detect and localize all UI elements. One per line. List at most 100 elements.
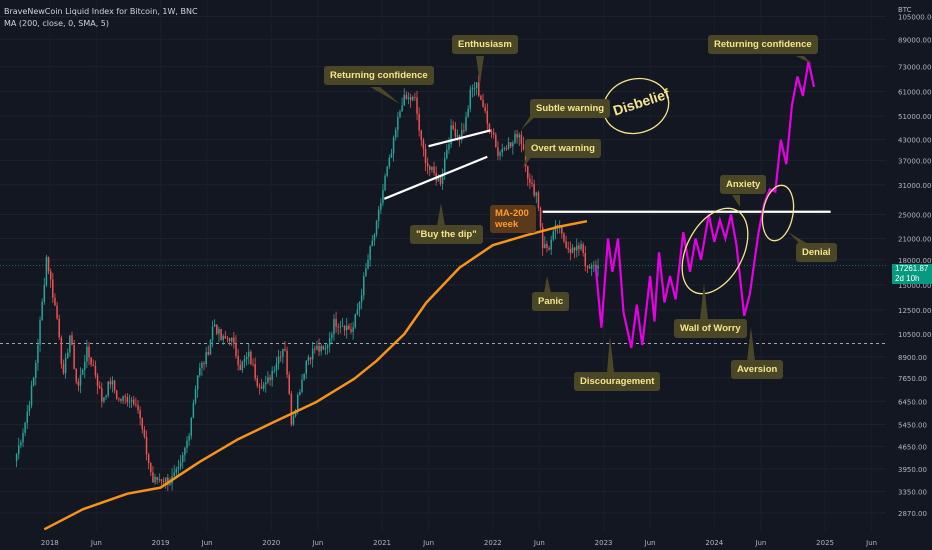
candle-body <box>103 397 105 402</box>
annotation-ma200: MA-200 week <box>490 205 536 233</box>
candle-body <box>416 97 418 114</box>
candle-body <box>216 324 218 334</box>
candle-body <box>96 375 99 387</box>
candle-body <box>529 178 531 183</box>
price-tick-label: 73000.00 <box>898 64 931 72</box>
candle-body <box>426 163 429 167</box>
candle-body <box>45 256 48 285</box>
candle-body <box>475 82 478 89</box>
candle-body <box>284 349 286 351</box>
candle-body <box>469 89 472 109</box>
candle-body <box>141 418 144 430</box>
candle-body <box>26 411 29 423</box>
annotation-aversion: Aversion <box>731 360 784 379</box>
candle-body <box>213 324 216 327</box>
candle-body <box>169 483 171 486</box>
candle-body <box>548 248 550 250</box>
price-tick-label: 51000.00 <box>898 113 931 121</box>
projection-line <box>594 60 816 349</box>
candle-body <box>69 335 71 353</box>
candle-body <box>563 233 565 242</box>
candle-body <box>179 462 182 468</box>
candle-body <box>143 429 146 437</box>
time-tick-label: 2018 <box>41 539 59 547</box>
candle-body <box>205 352 207 364</box>
candle-body <box>467 108 469 117</box>
time-tick-label: 2023 <box>595 539 613 547</box>
candle-body <box>326 345 329 348</box>
candle-body <box>363 276 365 296</box>
candle-body <box>593 264 595 266</box>
candle-body <box>339 326 342 328</box>
candle-body <box>527 166 529 179</box>
candle-body <box>267 377 269 383</box>
candle-body <box>196 375 199 390</box>
candle-body <box>509 142 512 147</box>
candle-body <box>460 130 463 140</box>
candle-body <box>331 334 333 338</box>
candle-body <box>41 301 43 321</box>
candle-body <box>262 384 265 389</box>
candle-body <box>167 477 169 486</box>
price-tick-label: 5450.00 <box>898 422 927 430</box>
trendlines <box>383 129 831 213</box>
annotation-discouragement: Discouragement <box>574 372 661 391</box>
candle-body <box>412 96 414 100</box>
candle-body <box>79 374 82 386</box>
denial-ellipse <box>761 184 795 242</box>
candle-body <box>499 152 501 156</box>
candle-body <box>316 345 318 350</box>
candle-body <box>15 454 18 462</box>
candle-body <box>531 182 533 185</box>
candle-body <box>218 329 220 334</box>
time-tick-label: 2022 <box>484 539 502 547</box>
candle-body <box>188 435 190 441</box>
indicator-label[interactable]: MA (200, close, 0, SMA, 5) <box>4 19 110 28</box>
candle-body <box>429 166 431 170</box>
candle-body <box>388 157 391 167</box>
pointer-buy-the-dip <box>437 203 445 226</box>
candle-body <box>584 253 587 267</box>
candle-body <box>122 396 124 401</box>
candle-body <box>62 364 65 374</box>
candle-body <box>192 402 195 418</box>
candle-body <box>39 320 41 345</box>
candle-body <box>282 349 284 357</box>
price-axis-unit: BTC <box>898 6 912 14</box>
candle-body <box>463 130 465 131</box>
candle-body <box>522 144 525 150</box>
candle-body <box>407 97 410 99</box>
candle-body <box>441 173 444 184</box>
candle-body <box>226 338 229 339</box>
candle-body <box>233 337 235 343</box>
time-tick-label: 2020 <box>262 539 280 547</box>
candle-body <box>322 345 325 350</box>
candle-body <box>128 401 131 403</box>
candle-body <box>181 455 184 463</box>
price-tick-label: 21000.00 <box>898 235 931 243</box>
candle-body <box>186 440 188 449</box>
candle-body <box>111 380 114 385</box>
annotation-returning-confidence-1: Returning confidence <box>324 66 434 85</box>
candle-body <box>535 192 538 196</box>
candle-body <box>343 325 346 331</box>
candle-body <box>382 190 384 203</box>
candle-body <box>22 432 24 443</box>
candle-body <box>135 404 137 406</box>
annotation-enthusiasm: Enthusiasm <box>452 35 518 54</box>
candle-body <box>288 374 290 394</box>
candle-body <box>399 111 401 118</box>
candle-body <box>115 390 118 399</box>
candle-body <box>109 381 112 385</box>
candle-body <box>47 256 50 272</box>
candle-body <box>32 377 35 386</box>
candle-body <box>375 220 378 235</box>
candle-body <box>245 356 248 360</box>
candle-body <box>222 335 224 341</box>
candle-body <box>271 370 273 380</box>
candle-body <box>273 370 276 372</box>
candle-body <box>252 363 254 365</box>
candle-body <box>84 361 86 370</box>
